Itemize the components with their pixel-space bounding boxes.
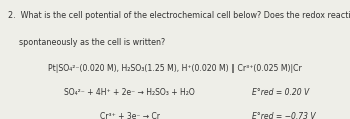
Text: spontaneously as the cell is written?: spontaneously as the cell is written? bbox=[19, 38, 165, 47]
Text: 2.  What is the cell potential of the electrochemical cell below? Does the redox: 2. What is the cell potential of the ele… bbox=[8, 11, 350, 20]
Text: Cr³⁺ + 3e⁻ → Cr: Cr³⁺ + 3e⁻ → Cr bbox=[99, 112, 160, 119]
Text: E°red = 0.20 V: E°red = 0.20 V bbox=[252, 88, 309, 97]
Text: E°red = −0.73 V: E°red = −0.73 V bbox=[252, 112, 316, 119]
Text: Pt|SO₄²⁻(0.020 M), H₂SO₃(1.25 M), H⁺(0.020 M) ‖ Cr³⁺(0.025 M)|Cr: Pt|SO₄²⁻(0.020 M), H₂SO₃(1.25 M), H⁺(0.0… bbox=[48, 64, 302, 73]
Text: SO₄²⁻ + 4H⁺ + 2e⁻ → H₂SO₃ + H₂O: SO₄²⁻ + 4H⁺ + 2e⁻ → H₂SO₃ + H₂O bbox=[64, 88, 195, 97]
